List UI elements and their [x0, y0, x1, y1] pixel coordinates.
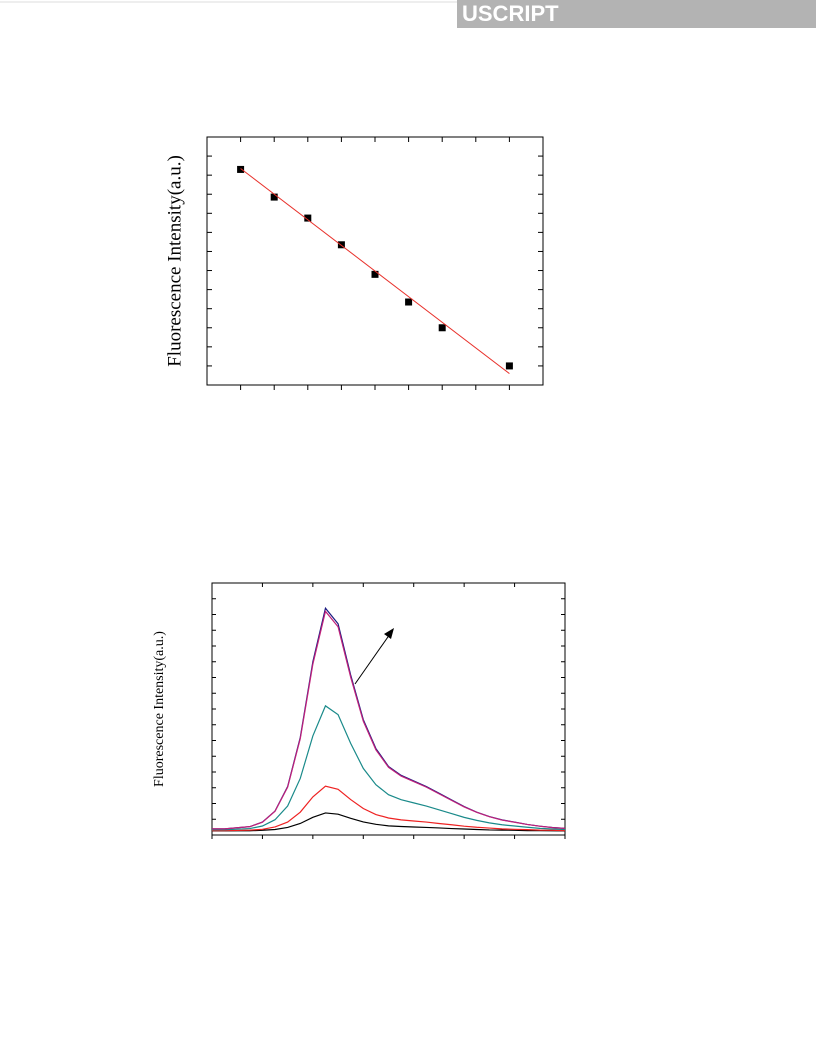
data-point — [505, 362, 513, 370]
spectrum-line — [212, 704, 566, 831]
data-point — [405, 298, 413, 306]
data-point — [438, 324, 446, 332]
y-axis-label: Fluorescence Intensity(a.u.) — [164, 155, 185, 367]
arrow-shaft — [354, 633, 391, 685]
data-point — [371, 270, 379, 278]
spectrum-line — [212, 785, 566, 832]
data-point — [304, 214, 312, 222]
arrow-head — [384, 628, 394, 639]
fit-line — [240, 168, 510, 374]
banner — [457, 0, 816, 28]
data-point — [237, 165, 245, 173]
plot-frame — [211, 582, 566, 836]
spectrum-line — [212, 606, 566, 830]
banner-text: USCRIPT — [462, 1, 559, 26]
spectrum-line — [212, 610, 566, 830]
spectrum-line — [212, 812, 566, 832]
plot-frame — [206, 136, 544, 386]
y-axis-label: Fluorescence Intensity(a.u.) — [152, 631, 167, 787]
data-point — [270, 193, 278, 201]
